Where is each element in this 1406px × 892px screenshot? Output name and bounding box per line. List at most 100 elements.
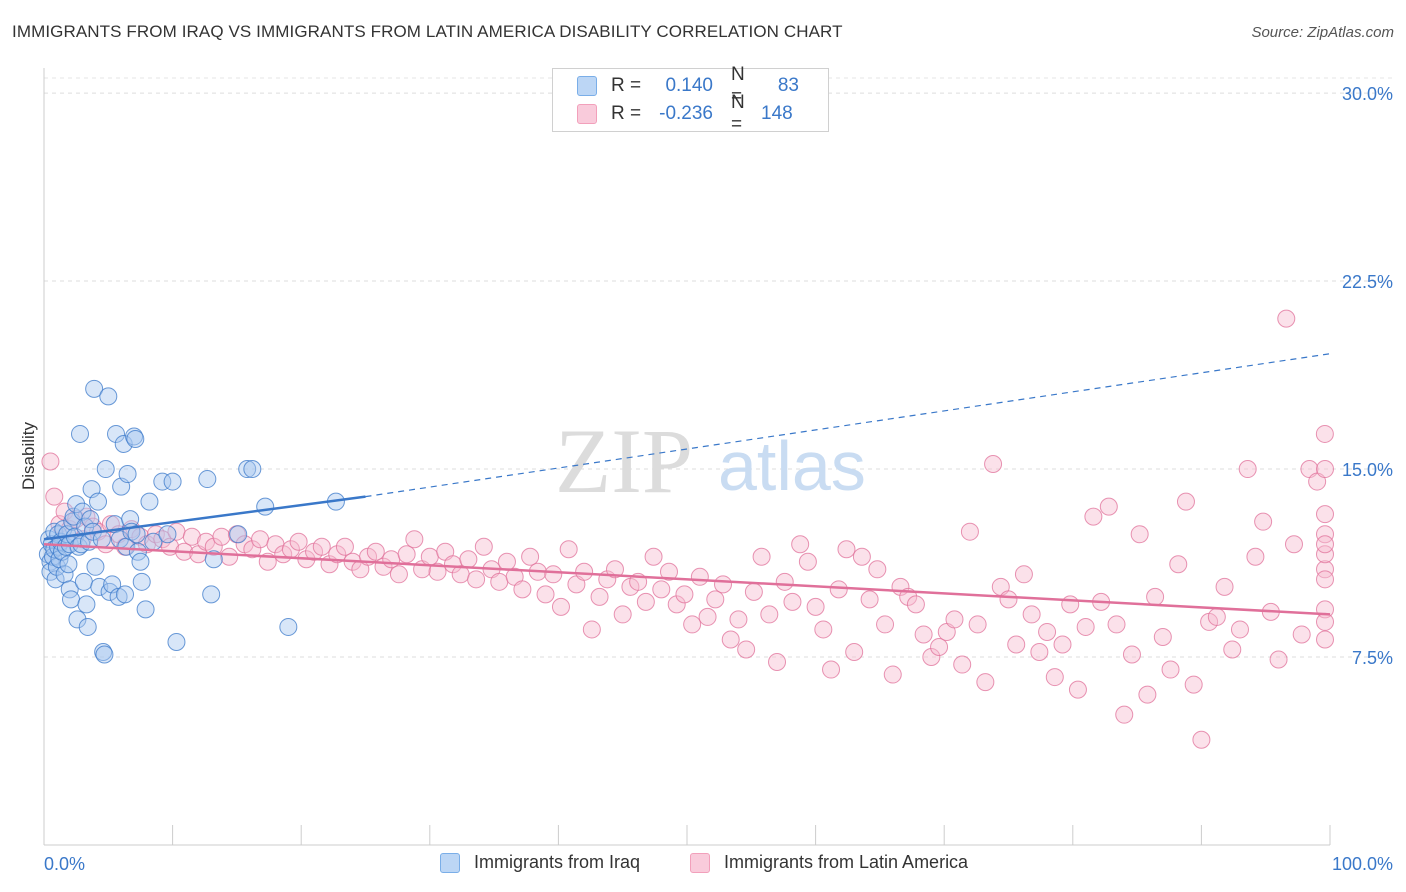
iraq-point [99, 387, 118, 406]
iraq-point [59, 555, 78, 574]
latin-america-point [1115, 705, 1134, 724]
latin-america-point [459, 550, 478, 569]
latin-america-point [814, 620, 833, 639]
latin-america-point [675, 585, 694, 604]
latin-america-point [698, 607, 717, 626]
latin-america-point [1316, 535, 1334, 554]
latin-america-point [382, 550, 401, 569]
latin-america-point [1038, 622, 1057, 641]
latin-america-point [182, 527, 201, 546]
latin-america-point [1176, 492, 1195, 511]
iraq-point [229, 525, 248, 544]
latin-america-point [837, 540, 856, 559]
latin-america-point [251, 530, 270, 549]
latin-america-point [590, 587, 609, 606]
latin-america-point [405, 530, 424, 549]
iraq-point [77, 595, 96, 614]
latin-america-point [1238, 460, 1257, 479]
latin-america-point [860, 590, 879, 609]
latin-america-point [775, 572, 794, 591]
latin-america-point [1316, 460, 1334, 479]
grid-lines [44, 77, 1392, 658]
latin-america-point [521, 547, 540, 566]
legend-r-label: R = [611, 75, 642, 96]
latin-america-point [1022, 605, 1041, 624]
latin-america-point [1284, 535, 1303, 554]
latin-america-point [760, 605, 779, 624]
latin-america-point [1207, 607, 1226, 626]
latin-america-point [930, 637, 949, 656]
latin-america-point [852, 547, 871, 566]
chart-title: IMMIGRANTS FROM IRAQ VS IMMIGRANTS FROM … [12, 22, 843, 41]
latin-america-point [960, 522, 979, 541]
iraq-point [131, 552, 150, 571]
latin-america-point [1316, 505, 1334, 524]
latin-america-point [1223, 640, 1242, 659]
latin-america-point [667, 595, 686, 614]
iraq-point [67, 495, 86, 514]
iraq-point [238, 460, 257, 479]
latin-america-point [706, 590, 725, 609]
latin-america-point [798, 552, 817, 571]
latin-america-point [575, 562, 594, 581]
latin-america-point [1146, 587, 1165, 606]
latin-america-point [1068, 680, 1087, 699]
y-axis-label: Disability [19, 421, 38, 490]
bottom-legend-label-iraq: Immigrants from Iraq [474, 852, 641, 872]
latin-america-point [690, 567, 709, 586]
latin-america-point [1246, 547, 1265, 566]
latin-america-point [714, 575, 733, 594]
iraq-point [74, 572, 93, 591]
latin-america-point [204, 537, 223, 556]
latin-america-point [1292, 625, 1311, 644]
latin-america-point [752, 547, 771, 566]
latin-america-point [1269, 650, 1288, 669]
source-credit: Source: ZipAtlas.com [1251, 24, 1394, 41]
latin-america-point [1169, 555, 1188, 574]
y-tick-label: 7.5% [1352, 648, 1393, 668]
latin-america-point [999, 590, 1018, 609]
iraq-point [140, 492, 159, 511]
y-tick-label: 30.0% [1342, 84, 1393, 104]
latin-america-point [1122, 645, 1141, 664]
latin-america-point [397, 545, 416, 564]
legend-n-value: 83 [777, 75, 799, 96]
latin-america-point [636, 592, 655, 611]
latin-america-point [1061, 595, 1080, 614]
latin-america-point [497, 552, 516, 571]
latin-america-point [1316, 560, 1334, 579]
latin-america-point [1076, 617, 1095, 636]
latin-america-point [1230, 620, 1249, 639]
latin-america-point [1161, 660, 1180, 679]
latin-america-point [474, 537, 493, 556]
latin-america-point [1316, 612, 1334, 631]
legend-n-label: N = [731, 64, 745, 107]
latin-america-point [806, 597, 825, 616]
latin-america-point [45, 487, 64, 506]
latin-america-point [605, 560, 624, 579]
latin-america-point [1215, 577, 1234, 596]
iraq-point [114, 434, 133, 453]
iraq-point [256, 497, 275, 516]
latin-america-point [945, 610, 964, 629]
latin-america-point [536, 585, 555, 604]
latin-america-point [1045, 668, 1064, 687]
latin-america-point [613, 605, 632, 624]
latin-america-point [1316, 525, 1334, 544]
latin-america-point [1277, 309, 1296, 328]
latin-america-point [968, 615, 987, 634]
latin-america-point [729, 610, 748, 629]
latin-america-point [243, 540, 262, 559]
latin-america-point [335, 537, 354, 556]
iraq-point [153, 472, 172, 491]
iraq-point [163, 472, 182, 491]
latin-america-point [366, 542, 385, 561]
iraq-point [202, 585, 221, 604]
latin-america-point [1315, 424, 1334, 443]
bottom-legend-label-latin-america: Immigrants from Latin America [724, 852, 969, 872]
latin-america-point [845, 643, 864, 662]
latin-america-point [652, 580, 671, 599]
latin-america-point [559, 540, 578, 559]
latin-america-point [876, 615, 895, 634]
watermark: ZIP atlas [555, 410, 866, 512]
